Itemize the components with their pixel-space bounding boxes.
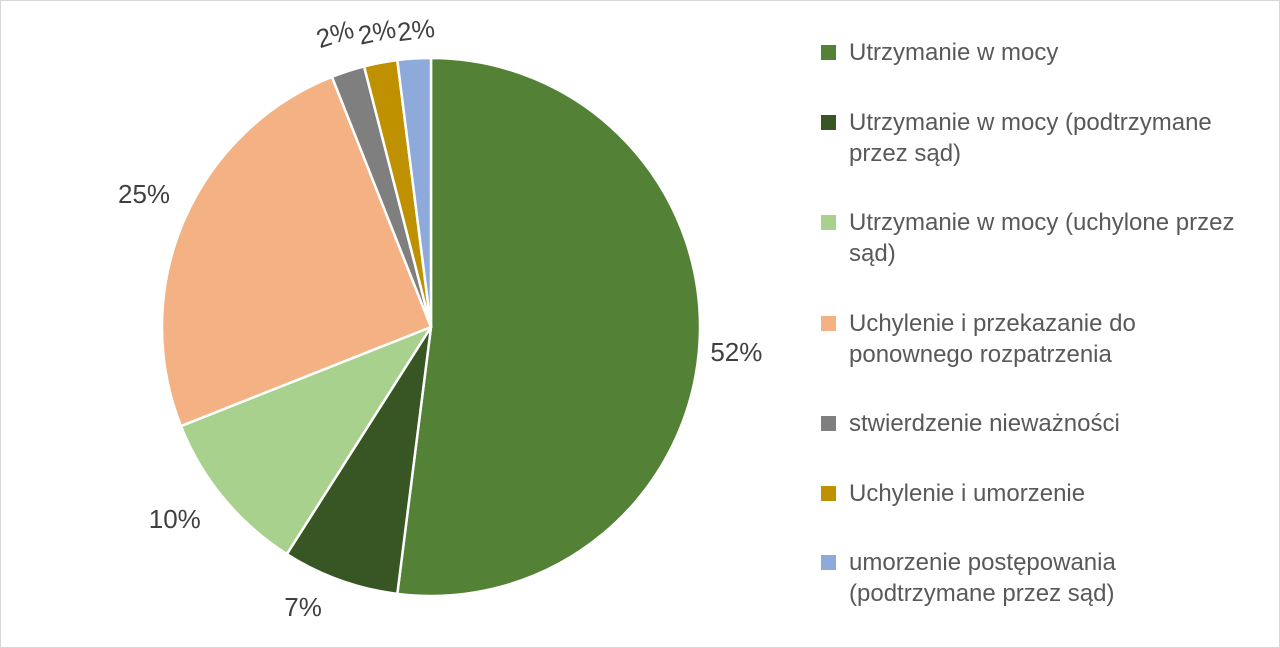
legend-item-4: Uchylenie i przekazanie do ponownego roz… (821, 308, 1265, 370)
pie-chart: 52% 7% 10% 25% 2% 2% 2% (1, 1, 811, 647)
pie-slice-1 (396, 56, 702, 598)
legend-swatch-icon (821, 485, 836, 501)
legend-swatch-icon (821, 416, 836, 431)
legend-item-label: stwierdzenie nieważności (849, 410, 1120, 437)
legend-item-label: Uchylenie i przekazanie do ponownego roz… (849, 309, 1136, 368)
legend-item-6: Uchylenie i umorzenie (821, 478, 1265, 509)
pie-slice-4 (160, 75, 433, 428)
pie-slice-label-4: 25% (117, 179, 171, 210)
chart-legend: Utrzymanie w mocy Utrzymanie w mocy (podt… (821, 37, 1265, 609)
pie-slice-7 (396, 56, 433, 329)
legend-item-label: Uchylenie i umorzenie (849, 479, 1086, 507)
legend-item-label: Utrzymanie w mocy (849, 39, 1059, 66)
legend-swatch-icon (821, 114, 836, 130)
legend-item-label: Utrzymanie w mocy (podtrzymane przez sąd… (849, 108, 1212, 167)
pie-slice-label-6: 2% (355, 13, 399, 51)
pie-slice-label-2: 7% (284, 591, 322, 622)
legend-item-2: Utrzymanie w mocy (podtrzymane przez sąd… (821, 107, 1265, 169)
legend-item-3: Utrzymanie w mocy (uchylone przez sąd) (821, 207, 1265, 269)
pie-svg (160, 56, 702, 598)
legend-swatch-icon (821, 45, 836, 60)
legend-swatch-icon (821, 215, 836, 230)
legend-item-label: umorzenie postępowania (podtrzymane prze… (849, 549, 1116, 607)
legend-item-1: Utrzymanie w mocy (821, 37, 1265, 68)
pie-slice-2 (285, 325, 433, 596)
pie-slice-label-1: 52% (710, 337, 763, 368)
legend-item-7: umorzenie postępowania (podtrzymane prze… (821, 547, 1265, 609)
legend-item-5: stwierdzenie nieważności (821, 408, 1265, 439)
pie-slice-3 (179, 325, 433, 556)
legend-swatch-icon (821, 555, 836, 570)
legend-swatch-icon (821, 315, 836, 331)
legend-item-label: Utrzymanie w mocy (uchylone przez sąd) (849, 209, 1235, 267)
pie-slice-label-7: 2% (395, 12, 437, 47)
pie-slice-label-3: 10% (148, 503, 201, 534)
